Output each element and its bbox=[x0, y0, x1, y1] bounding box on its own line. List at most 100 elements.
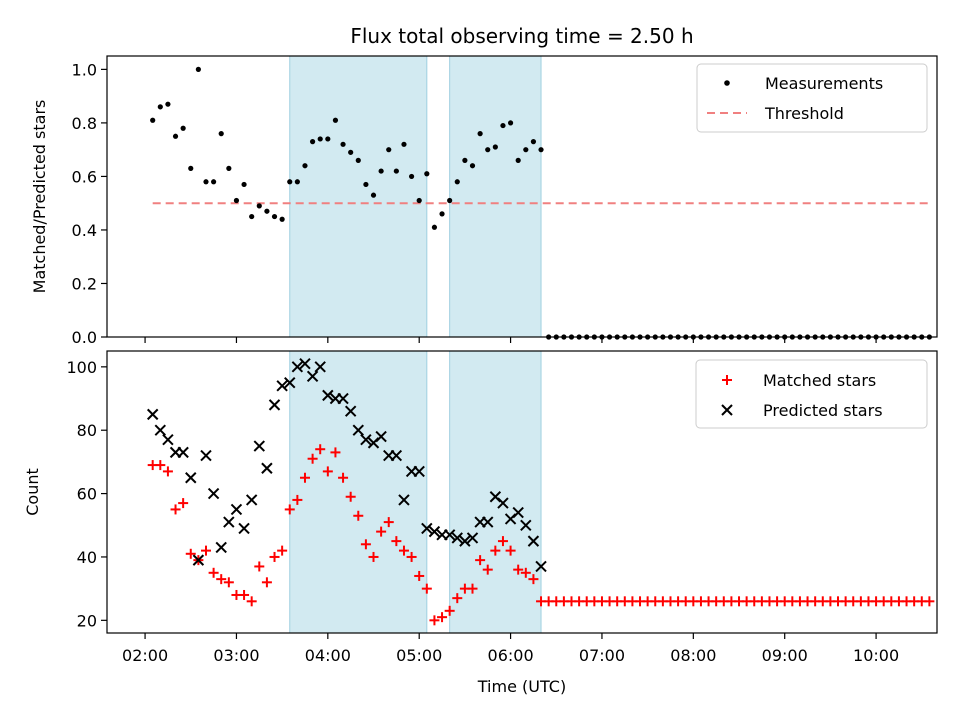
matched-star-point bbox=[170, 504, 181, 515]
predicted-star-point bbox=[261, 462, 273, 474]
matched-star-point bbox=[368, 551, 379, 562]
matched-star-point bbox=[307, 453, 318, 464]
predicted-star-point bbox=[253, 440, 266, 452]
measurement-point bbox=[203, 179, 209, 185]
y-tick-label: 20 bbox=[77, 611, 97, 630]
chart-title: Flux total observing time = 2.50 h bbox=[350, 24, 693, 48]
y-tick-label: 0.4 bbox=[72, 221, 97, 240]
measurement-point bbox=[188, 165, 194, 171]
measurement-point bbox=[287, 179, 293, 185]
predicted-star-point bbox=[459, 535, 471, 547]
matched-star-point bbox=[513, 564, 524, 575]
measurement-point bbox=[393, 168, 399, 174]
measurement-point bbox=[378, 168, 384, 174]
predicted-star-point bbox=[215, 541, 227, 554]
count-legend: Matched stars Predicted stars bbox=[695, 359, 928, 429]
predicted-star-point bbox=[162, 434, 174, 446]
measurement-point bbox=[500, 122, 506, 129]
matched-star-point bbox=[261, 577, 272, 588]
legend-box bbox=[695, 359, 928, 429]
predicted-star-point bbox=[268, 399, 281, 411]
measurement-point bbox=[256, 203, 262, 209]
measurement-point bbox=[485, 147, 491, 153]
y-tick-label: 80 bbox=[77, 421, 97, 440]
matched-star-point bbox=[208, 567, 219, 578]
x-tick-label: 02:00 bbox=[122, 646, 168, 665]
x-tick-label: 08:00 bbox=[670, 646, 716, 665]
matched-star-point bbox=[322, 466, 333, 477]
measurement-point bbox=[477, 131, 483, 137]
predicted-star-point bbox=[527, 535, 540, 547]
matched-star-point bbox=[482, 564, 493, 575]
ratio-panel: 0.0 0.2 0.4 0.6 0.8 1.0 Flux total observing … bbox=[30, 24, 938, 347]
measurement-point bbox=[165, 101, 171, 107]
x-tick-label: 07:00 bbox=[579, 646, 625, 665]
measurement-point bbox=[180, 125, 186, 131]
predicted-star-point bbox=[512, 506, 524, 519]
predicted-star-point bbox=[352, 424, 364, 436]
measurement-point bbox=[363, 181, 369, 188]
matched-star-point bbox=[528, 574, 539, 585]
measurement-point bbox=[211, 179, 217, 185]
predicted-star-point bbox=[535, 560, 547, 573]
predicted-star-point bbox=[177, 446, 189, 459]
predicted-star-point bbox=[192, 554, 205, 566]
measurement-point bbox=[424, 171, 430, 177]
y-tick-label: 40 bbox=[77, 548, 97, 567]
legend-measurements-marker bbox=[724, 80, 730, 86]
predicted-star-point bbox=[360, 434, 372, 446]
matched-star-point bbox=[383, 517, 394, 528]
legend-box bbox=[696, 63, 928, 133]
matched-star-point bbox=[216, 574, 227, 585]
predicted-star-point bbox=[314, 361, 326, 373]
matched-star-point bbox=[155, 460, 166, 471]
observing-window-2 bbox=[449, 350, 542, 634]
observing-window-1 bbox=[289, 350, 428, 634]
measurement-point bbox=[431, 224, 438, 230]
measurement-point bbox=[294, 179, 300, 185]
measurement-point bbox=[241, 181, 247, 188]
predicted-star-point bbox=[451, 532, 463, 544]
legend-predicted-marker bbox=[721, 404, 733, 416]
predicted-star-point bbox=[146, 408, 159, 421]
predicted-star-point bbox=[337, 392, 349, 405]
matched-star-point bbox=[315, 444, 326, 455]
matched-star-point bbox=[338, 472, 349, 483]
measurement-point bbox=[279, 216, 285, 222]
predicted-star-point bbox=[238, 522, 250, 535]
matched-star-point bbox=[391, 536, 402, 547]
measurement-point bbox=[370, 192, 377, 198]
y-tick-label: 0.2 bbox=[72, 274, 97, 293]
predicted-star-point bbox=[200, 449, 212, 462]
predicted-star-point bbox=[375, 430, 387, 443]
matched-star-point bbox=[200, 545, 211, 556]
observing-window-1 bbox=[289, 55, 428, 338]
count-plot-frame bbox=[106, 350, 938, 634]
predicted-star-point bbox=[154, 424, 167, 436]
matched-star-point bbox=[429, 615, 440, 626]
y-tick-label: 0.8 bbox=[72, 114, 97, 133]
predicted-star-point bbox=[306, 370, 319, 383]
predicted-star-point bbox=[398, 494, 410, 506]
measurement-point bbox=[218, 131, 224, 137]
matched-star-point bbox=[467, 583, 478, 594]
count-y-axis-label: Count bbox=[23, 468, 42, 516]
measurement-point bbox=[401, 141, 407, 147]
predicted-star-point bbox=[322, 389, 334, 402]
x-axis-label: Time (UTC) bbox=[477, 677, 566, 696]
measurement-point bbox=[408, 173, 415, 180]
matched-star-point bbox=[254, 561, 265, 572]
count-panel: 20 40 60 80 100 02:00 03:00 04:00 05:00 06:00 07:… bbox=[23, 350, 938, 696]
matched-star-point bbox=[269, 551, 280, 562]
matched-star-point bbox=[444, 605, 455, 616]
observing-window-2 bbox=[449, 55, 542, 338]
y-tick-label: 0.0 bbox=[72, 328, 97, 347]
matched-star-point bbox=[284, 504, 295, 515]
measurement-point bbox=[302, 163, 308, 169]
y-tick-label: 0.6 bbox=[72, 167, 97, 186]
matched-star-point bbox=[398, 545, 409, 556]
predicted-star-point bbox=[245, 494, 258, 506]
measurement-point bbox=[150, 117, 156, 123]
matched-star-point bbox=[223, 577, 234, 588]
x-tick-label: 06:00 bbox=[488, 646, 534, 665]
